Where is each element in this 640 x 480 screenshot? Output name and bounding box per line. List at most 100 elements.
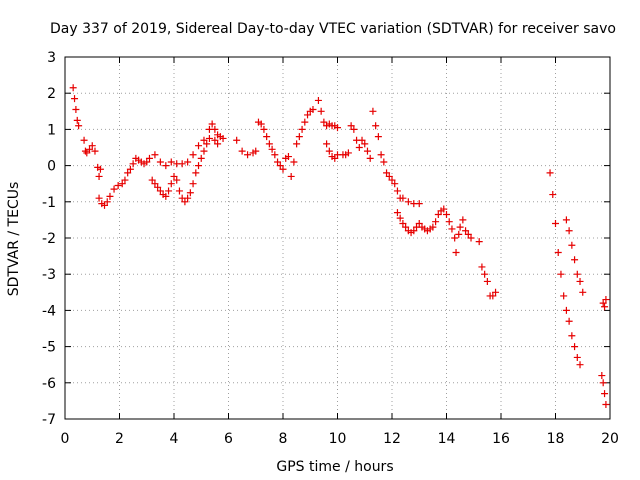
x-tick-label: 0 xyxy=(61,431,70,447)
data-point xyxy=(178,160,186,168)
data-point xyxy=(81,147,89,155)
data-point xyxy=(380,158,388,166)
axis-ticks xyxy=(64,56,611,420)
grid-lines xyxy=(65,57,610,419)
data-point xyxy=(214,140,222,148)
x-tick-label: 16 xyxy=(492,431,510,447)
data-point xyxy=(576,361,584,369)
y-tick-label: -2 xyxy=(42,231,56,247)
data-point xyxy=(410,227,418,235)
data-point xyxy=(181,198,189,206)
data-point xyxy=(568,332,576,340)
data-point xyxy=(145,154,153,162)
data-point xyxy=(601,303,609,311)
data-point xyxy=(71,95,79,103)
data-point xyxy=(448,225,456,233)
x-tick-label: 6 xyxy=(224,431,233,447)
data-point xyxy=(347,122,355,130)
data-point xyxy=(287,172,295,180)
data-point xyxy=(415,220,423,228)
data-point xyxy=(552,220,559,228)
data-point xyxy=(91,147,99,155)
data-point xyxy=(489,292,497,300)
data-point xyxy=(562,216,570,224)
data-point xyxy=(393,187,401,195)
data-point xyxy=(83,149,91,157)
data-point xyxy=(554,248,562,256)
data-point xyxy=(377,151,385,159)
data-point xyxy=(186,189,194,197)
data-point xyxy=(549,191,557,199)
x-tick-label: 8 xyxy=(279,431,288,447)
data-point xyxy=(154,183,162,191)
chart-title: Day 337 of 2019, Sidereal Day-to-day VTE… xyxy=(50,21,616,37)
data-point xyxy=(88,142,96,150)
data-point xyxy=(96,165,104,173)
data-point xyxy=(167,158,175,166)
data-point xyxy=(459,216,467,224)
data-point xyxy=(456,223,464,231)
data-point xyxy=(372,122,380,130)
data-point xyxy=(189,180,197,188)
data-point xyxy=(75,122,83,130)
data-point xyxy=(143,158,151,166)
data-point xyxy=(103,198,111,206)
data-point xyxy=(124,169,132,177)
data-point xyxy=(483,277,491,285)
data-point xyxy=(320,118,328,126)
data-point xyxy=(200,136,208,144)
data-point xyxy=(173,176,181,184)
data-point xyxy=(151,151,159,159)
data-point xyxy=(301,118,309,126)
data-point xyxy=(445,218,453,226)
data-point xyxy=(443,210,450,218)
data-point xyxy=(560,292,568,300)
x-tick-label: 18 xyxy=(547,431,565,447)
data-point xyxy=(331,154,339,162)
data-point xyxy=(602,401,610,409)
data-point xyxy=(363,147,371,155)
data-point xyxy=(298,125,306,133)
data-point xyxy=(165,187,173,195)
x-tick-label: 14 xyxy=(438,431,456,447)
data-point xyxy=(452,248,460,256)
data-point xyxy=(200,147,208,155)
y-tick-label: -6 xyxy=(42,376,56,392)
data-point xyxy=(290,158,298,166)
data-point xyxy=(238,147,246,155)
data-point xyxy=(399,220,407,228)
data-point xyxy=(317,107,325,115)
x-axis-label: GPS time / hours xyxy=(276,459,393,475)
data-point xyxy=(492,288,500,296)
data-point xyxy=(151,180,159,188)
data-point xyxy=(355,144,363,151)
data-point xyxy=(219,134,227,142)
data-point xyxy=(557,270,565,278)
x-tick-label: 4 xyxy=(170,431,179,447)
data-point xyxy=(334,124,341,132)
data-point xyxy=(344,149,352,157)
data-point xyxy=(257,120,265,128)
data-point xyxy=(464,230,472,238)
data-point xyxy=(211,136,219,144)
data-point xyxy=(184,194,192,202)
data-point xyxy=(475,238,483,246)
data-point xyxy=(571,343,579,351)
data-point xyxy=(399,194,407,202)
data-point xyxy=(429,223,437,231)
data-point xyxy=(274,158,282,166)
data-point xyxy=(271,151,279,159)
data-point xyxy=(80,136,88,144)
data-point xyxy=(366,154,374,162)
x-tick-label: 10 xyxy=(329,431,347,447)
data-point xyxy=(233,136,241,144)
data-point xyxy=(481,270,489,278)
data-point xyxy=(167,180,175,188)
data-point xyxy=(293,140,301,148)
data-point xyxy=(148,176,156,184)
data-point xyxy=(118,180,126,188)
x-tick-label: 12 xyxy=(383,431,401,447)
data-point xyxy=(126,165,134,173)
data-point xyxy=(451,234,459,242)
data-point xyxy=(195,162,203,170)
